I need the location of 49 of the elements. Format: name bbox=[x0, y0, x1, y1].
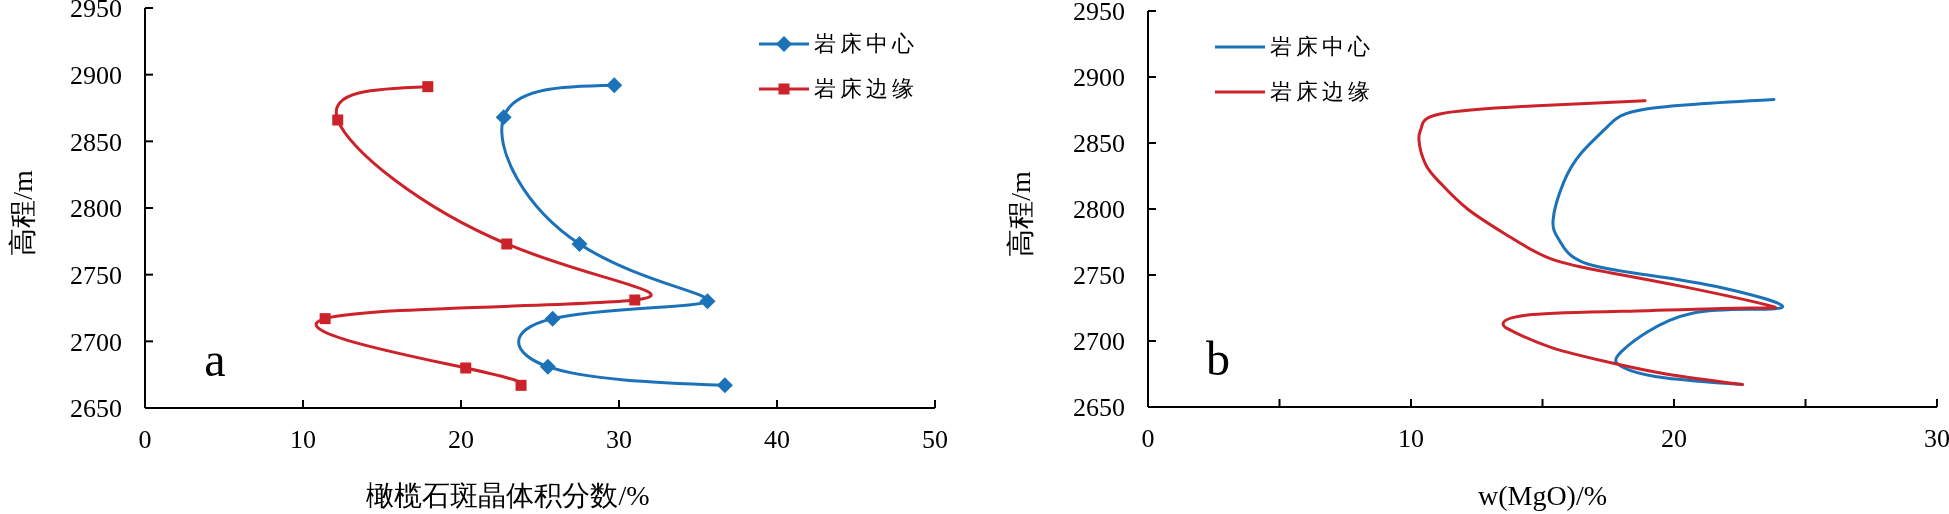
point bbox=[629, 294, 641, 306]
point bbox=[606, 77, 623, 94]
point bbox=[571, 236, 588, 252]
legend-label: 岩床中心 bbox=[1270, 34, 1374, 59]
x-tick-label: 20 bbox=[448, 425, 474, 455]
point bbox=[422, 81, 434, 93]
point bbox=[699, 293, 716, 310]
point bbox=[716, 377, 733, 394]
y-tick-label: 2850 bbox=[70, 127, 122, 157]
point bbox=[544, 310, 561, 327]
x-axis-title: 橄榄石斑晶体积分数/% bbox=[366, 480, 650, 511]
y-axis-title: 高程/m bbox=[1004, 171, 1036, 257]
point bbox=[460, 362, 472, 374]
point bbox=[515, 379, 527, 391]
y-tick-label: 2750 bbox=[1073, 261, 1125, 291]
x-tick-label: 0 bbox=[138, 425, 152, 455]
y-tick-label: 2950 bbox=[1073, 0, 1125, 27]
y-tick-label: 2900 bbox=[70, 60, 122, 90]
y-tick-label: 2850 bbox=[1073, 129, 1125, 159]
legend-label: 岩床边缘 bbox=[814, 76, 918, 101]
point bbox=[319, 313, 331, 325]
line-series bbox=[1551, 97, 1784, 387]
y-tick-label: 2650 bbox=[1073, 393, 1125, 423]
y-tick-label: 2700 bbox=[70, 327, 122, 357]
annotation: a bbox=[204, 333, 226, 386]
point bbox=[501, 238, 513, 250]
y-tick-label: 2700 bbox=[1073, 327, 1125, 357]
y-axis-title: 高程/m bbox=[6, 170, 38, 256]
x-tick-label: 20 bbox=[1661, 424, 1687, 454]
x-tick-label: 50 bbox=[922, 425, 948, 455]
y-tick-label: 2750 bbox=[70, 260, 122, 290]
y-tick-label: 2950 bbox=[70, 0, 122, 24]
legend-label: 岩床边缘 bbox=[1270, 79, 1374, 104]
legend-label: 岩床中心 bbox=[814, 31, 918, 56]
annotation: b bbox=[1206, 332, 1230, 385]
x-tick-label: 10 bbox=[290, 425, 316, 455]
point bbox=[495, 109, 512, 126]
x-tick-label: 30 bbox=[1924, 424, 1949, 454]
y-tick-label: 2800 bbox=[1073, 195, 1125, 225]
x-tick-label: 40 bbox=[764, 425, 790, 455]
x-axis-title: w(MgO)/% bbox=[1477, 480, 1608, 511]
x-tick-label: 10 bbox=[1398, 424, 1424, 454]
y-tick-label: 2800 bbox=[70, 194, 122, 224]
point bbox=[539, 358, 556, 375]
x-tick-label: 0 bbox=[1141, 424, 1155, 454]
x-tick-label: 30 bbox=[606, 425, 632, 455]
y-tick-label: 2900 bbox=[1073, 63, 1125, 93]
y-tick-label: 2650 bbox=[70, 394, 122, 424]
point bbox=[332, 114, 344, 126]
